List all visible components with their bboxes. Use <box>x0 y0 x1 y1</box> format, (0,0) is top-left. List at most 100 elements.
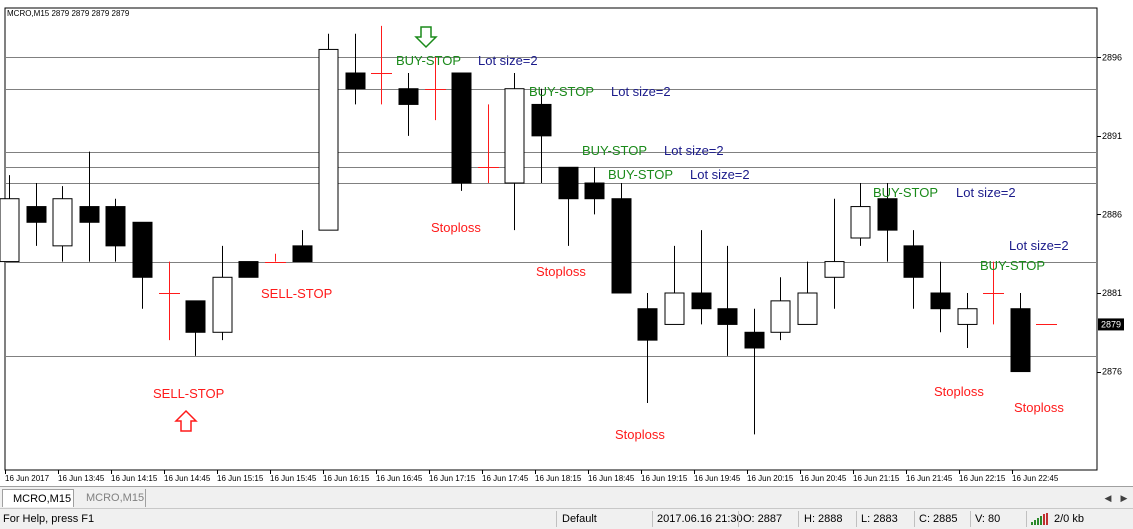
candle-bull <box>318 48 339 231</box>
candle-bull <box>504 88 525 184</box>
buy-stop-label: BUY-STOP <box>873 185 938 200</box>
connection-bars-icon-svg <box>1031 513 1048 525</box>
price-tick-label: 2891 <box>1102 131 1122 141</box>
time-tick-label: 16 Jun 13:45 <box>58 474 105 483</box>
candle-bull <box>212 276 233 333</box>
status-separator <box>798 511 799 527</box>
status-help-text: For Help, press F1 <box>3 513 95 525</box>
status-datetime: 2017.06.16 21:30 <box>657 513 743 525</box>
candle-bull <box>850 206 871 239</box>
time-tick-label: 16 Jun 21:15 <box>853 474 900 483</box>
status-separator <box>556 511 557 527</box>
candle-bear <box>1010 308 1031 373</box>
sell-stop-label: SELL-STOP <box>153 386 224 401</box>
candle-bull <box>52 198 73 247</box>
status-volume: V: 80 <box>975 513 1001 525</box>
status-close: C: 2885 <box>919 513 958 525</box>
time-tick-label: 16 Jun 15:45 <box>270 474 317 483</box>
candle-bear <box>558 166 579 200</box>
current-price-box <box>1098 318 1124 331</box>
candle-bear <box>611 198 632 294</box>
time-tick-label: 16 Jun 18:45 <box>588 474 635 483</box>
candle-bear <box>930 292 951 310</box>
buy-stop-label: BUY-STOP <box>582 143 647 158</box>
time-tick-label: 16 Jun 2017 <box>5 474 50 483</box>
candle-bull <box>797 292 818 325</box>
chart-tab-active[interactable]: MCRO,M15 <box>2 489 74 507</box>
time-tick-label: 16 Jun 19:15 <box>641 474 688 483</box>
time-tick-label: 16 Jun 20:15 <box>747 474 794 483</box>
sell-stop-label: SELL-STOP <box>261 286 332 301</box>
lot-size-label: Lot size=2 <box>1009 238 1069 253</box>
lot-size-label: Lot size=2 <box>611 84 671 99</box>
candle-bear <box>398 88 419 105</box>
lot-size-label: Lot size=2 <box>956 185 1016 200</box>
candle-bear <box>345 72 366 90</box>
buy-arrow-down-icon <box>414 26 438 49</box>
status-bar: For Help, press F1 Default 2017.06.16 21… <box>0 508 1133 529</box>
status-high: H: 2888 <box>804 513 843 525</box>
status-separator <box>1026 511 1027 527</box>
price-tick-label: 2876 <box>1102 367 1122 377</box>
time-tick-label: 16 Jun 15:15 <box>217 474 264 483</box>
buy-stop-label: BUY-STOP <box>608 167 673 182</box>
chart-tab-inactive[interactable]: MCRO,M15 <box>76 489 146 507</box>
status-profile[interactable]: Default <box>562 513 597 525</box>
candle-bear <box>903 245 924 278</box>
stoploss-label: Stoploss <box>1014 400 1064 415</box>
time-tick-label: 16 Jun 17:45 <box>482 474 529 483</box>
time-tick-label: 16 Jun 22:45 <box>1012 474 1059 483</box>
time-tick-label: 16 Jun 16:15 <box>323 474 370 483</box>
candle-bear <box>691 292 712 310</box>
candle-bear <box>132 221 153 278</box>
time-tick-label: 16 Jun 19:45 <box>694 474 741 483</box>
candle-bear <box>531 103 552 137</box>
price-tick-label: 2886 <box>1102 209 1122 219</box>
candle-bear <box>105 206 126 247</box>
stoploss-label: Stoploss <box>536 264 586 279</box>
price-tick-label: 2896 <box>1102 52 1122 62</box>
stoploss-label: Stoploss <box>431 220 481 235</box>
chart-area[interactable]: 2896 2891 2886 2881 2876 2879 16 Jun 2017 16 Ju… <box>0 0 1133 486</box>
candle-bear <box>185 300 206 333</box>
buy-stop-label: BUY-STOP <box>396 53 461 68</box>
stoploss-label: Stoploss <box>934 384 984 399</box>
candle-bull <box>770 300 791 333</box>
status-separator <box>914 511 915 527</box>
stoploss-label: Stoploss <box>615 427 665 442</box>
candle-bear <box>79 206 100 223</box>
status-separator <box>856 511 857 527</box>
chart-tab-bar: MCRO,M15 MCRO,M15 ◀ ▶ <box>0 486 1133 509</box>
current-price-label: 2879 <box>1101 319 1121 329</box>
price-tick-label: 2881 <box>1102 288 1122 298</box>
time-tick-label: 16 Jun 18:15 <box>535 474 582 483</box>
chart-title: MCRO,M15 2879 2879 2879 2879 <box>7 9 130 18</box>
time-tick-label: 16 Jun 14:15 <box>111 474 158 483</box>
lot-size-label: Lot size=2 <box>690 167 750 182</box>
candle-bear <box>584 182 605 200</box>
status-separator <box>652 511 653 527</box>
candle-bear <box>744 331 765 349</box>
buy-stop-label: BUY-STOP <box>529 84 594 99</box>
candle-bull <box>957 308 978 325</box>
candle-bear <box>637 308 658 341</box>
candle-bear <box>451 72 472 184</box>
sell-arrow-up-icon <box>174 409 198 432</box>
price-chart[interactable]: 2896 2891 2886 2881 2876 2879 16 Jun 2017 16 Ju… <box>0 0 1133 486</box>
candle-bear <box>877 198 898 231</box>
time-tick-label: 16 Jun 14:45 <box>164 474 211 483</box>
scroll-left-icon[interactable]: ◀ <box>1104 493 1112 503</box>
buy-stop-label: BUY-STOP <box>980 258 1045 273</box>
scroll-right-icon[interactable]: ▶ <box>1120 493 1128 503</box>
status-open: O: 2887 <box>743 513 783 525</box>
candle-bear <box>26 206 47 223</box>
candle-bull <box>0 198 20 263</box>
lot-size-label: Lot size=2 <box>664 143 724 158</box>
connection-bars-icon <box>1031 513 1051 527</box>
time-tick-label: 16 Jun 21:45 <box>906 474 953 483</box>
candle-bull <box>824 261 845 278</box>
time-tick-label: 16 Jun 16:45 <box>376 474 423 483</box>
candle-bear <box>238 261 259 278</box>
candle-bull <box>664 292 685 325</box>
status-separator <box>970 511 971 527</box>
